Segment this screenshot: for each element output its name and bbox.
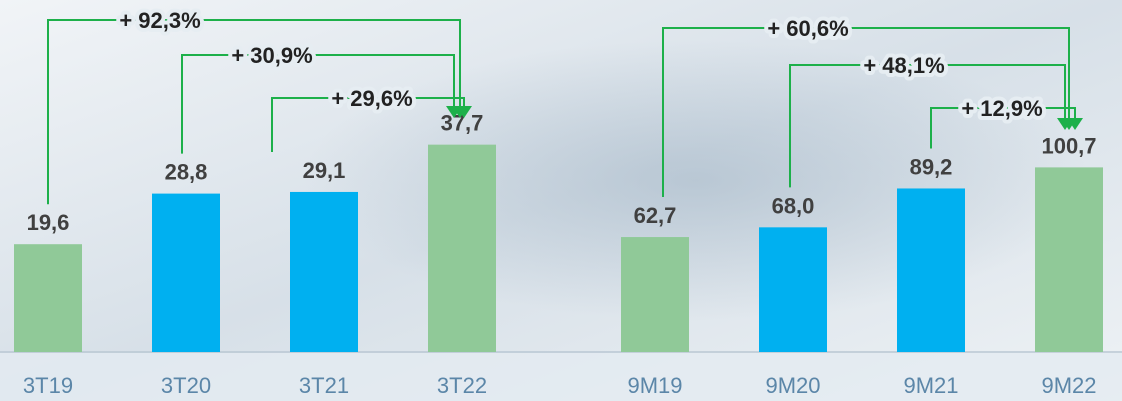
growth-arrow [930,107,1076,149]
axis-band [0,353,1122,401]
growth-label: + 92,3% [119,8,200,33]
arrow-head [456,106,472,118]
growth-arrow [271,97,465,152]
x-tick-label: 9M21 [903,373,958,398]
growth-label: + 29,6% [331,86,412,111]
growth-arrow [47,19,461,205]
bar [759,227,827,352]
value-label: 62,7 [634,203,677,228]
x-tick-label: 9M22 [1041,373,1096,398]
bar [621,237,689,352]
growth-label: + 30,9% [231,43,312,68]
value-label: 68,0 [772,193,815,218]
x-tick-label: 9M19 [627,373,682,398]
bar [1035,167,1103,352]
growth-label: + 60,6% [767,16,848,41]
value-label: 89,2 [910,154,953,179]
x-tick-label: 3T22 [437,373,487,398]
growth-label: + 48,1% [863,53,944,78]
growth-arrow [181,54,455,154]
growth-arrow [789,64,1066,188]
bar [14,244,82,352]
value-label: 29,1 [303,158,346,183]
growth-arrow [662,27,1070,198]
x-tick-label: 3T19 [23,373,73,398]
bar [897,188,965,352]
x-tick-label: 3T20 [161,373,211,398]
value-label: 100,7 [1041,133,1096,158]
bar [152,193,220,352]
arrow-head [1067,118,1083,130]
x-tick-label: 9M20 [765,373,820,398]
value-label: 19,6 [27,210,70,235]
bar [290,191,358,352]
bar [428,144,496,352]
growth-label: + 12,9% [961,96,1042,121]
x-tick-label: 3T21 [299,373,349,398]
value-label: 28,8 [165,160,208,185]
